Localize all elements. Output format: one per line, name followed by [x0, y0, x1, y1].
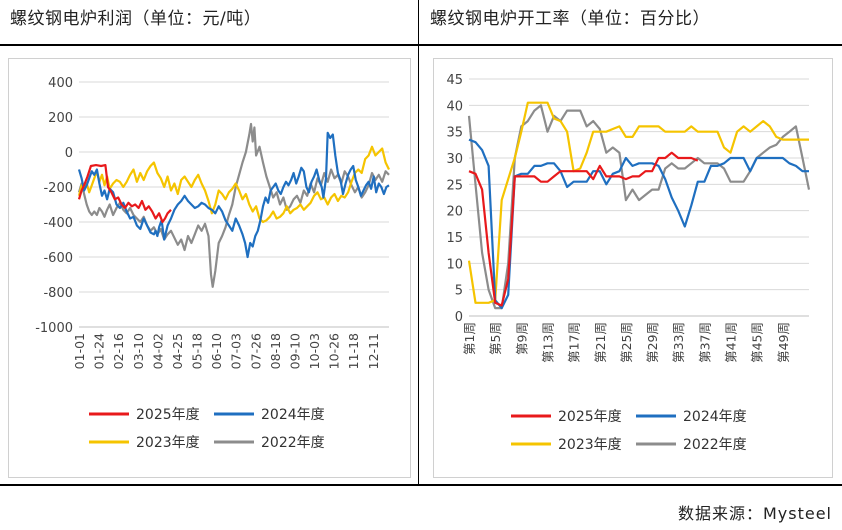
- x-tick-label: 第1周: [462, 322, 477, 355]
- series-line-2024年度: [77, 131, 390, 259]
- y-tick-label: 30: [446, 152, 463, 167]
- right-chart-title: 螺纹钢电炉开工率（单位：百分比）: [430, 9, 710, 29]
- y-tick-label: -200: [43, 181, 73, 196]
- x-tick-label: 12-11: [366, 333, 381, 369]
- x-tick-label: 06-10: [209, 333, 224, 369]
- y-tick-label: -800: [43, 286, 73, 301]
- x-tick-label: 第25周: [619, 322, 634, 363]
- profit-chart-frame: 400 200 0 -200 -400 -600 -800 -1000 01-01 01-24 02…: [8, 58, 411, 478]
- x-tick-label: 01-24: [92, 333, 107, 369]
- y-tick-label: 40: [446, 99, 463, 114]
- series-line-2024年度: [468, 138, 809, 310]
- x-tick-label: 08-18: [268, 333, 283, 369]
- utilization-chart-frame: 45 40 35 30 25 20 15 10 5 0 第1周 第5周 第9周 第13周 第17周 第21周第…: [433, 58, 833, 478]
- y-tick-label: 400: [48, 76, 73, 91]
- x-tick-label: 第13周: [540, 322, 555, 363]
- x-tick-label: 第5周: [488, 322, 503, 355]
- column-divider: [418, 0, 419, 485]
- series-line-2023年度: [467, 101, 809, 304]
- x-tick-label: 07-03: [229, 333, 244, 369]
- x-tick-label: 07-26: [248, 333, 263, 369]
- y-tick-label: 45: [446, 73, 463, 88]
- legend-label: 2023年度: [558, 437, 622, 453]
- series-line-2025年度: [77, 164, 172, 224]
- legend-label: 2024年度: [683, 409, 747, 425]
- x-tick-label: 05-18: [190, 333, 205, 369]
- utilization-chart: 454035302520151050第1周 第5周 第9周 第13周 第17周 第21周第…: [446, 73, 811, 453]
- x-tick-label: 第41周: [724, 322, 739, 363]
- y-tick-label: -600: [43, 251, 73, 266]
- y-tick-label: 200: [48, 111, 73, 126]
- y-tick-label: 20: [446, 205, 463, 220]
- legend-label: 2025年度: [558, 409, 622, 425]
- legend-label: 2022年度: [683, 437, 747, 453]
- x-tick-label: 第17周: [567, 322, 582, 363]
- x-tick-label: 第9周: [514, 322, 529, 355]
- y-tick-label: 15: [446, 231, 463, 246]
- legend-label: 2024年度: [261, 407, 325, 423]
- x-tick-label: 02-16: [111, 333, 126, 369]
- series-line-2025年度: [468, 151, 699, 307]
- y-tick-label: 35: [446, 126, 463, 141]
- y-tick-label: 0: [455, 310, 463, 325]
- y-tick-label: 10: [446, 257, 463, 272]
- footer-divider: [0, 484, 842, 486]
- legend-label: 2023年度: [136, 435, 200, 451]
- x-tick-label: 10-03: [307, 333, 322, 369]
- x-tick-label: 第49周: [776, 322, 791, 363]
- y-tick-label: -400: [43, 216, 73, 231]
- x-tick-label: 第37周: [697, 322, 712, 363]
- x-tick-label: 第29周: [645, 322, 660, 363]
- header-divider: [0, 44, 842, 46]
- x-tick-label: 第21周: [593, 322, 608, 363]
- x-tick-label: 11-18: [346, 333, 361, 369]
- data-source: 数据来源：Mysteel: [677, 504, 832, 523]
- series-line-2022年度: [77, 122, 390, 288]
- y-tick-label: -1000: [35, 321, 73, 336]
- y-tick-label: 0: [65, 146, 73, 161]
- left-chart-title: 螺纹钢电炉利润（单位：元/吨）: [10, 9, 262, 29]
- x-tick-label: 01-01: [72, 333, 87, 369]
- x-tick-label: 09-10: [287, 333, 302, 369]
- y-tick-label: 25: [446, 178, 463, 193]
- x-tick-label: 03-10: [131, 333, 146, 369]
- x-tick-label: 10-26: [327, 333, 342, 369]
- series-line-2023年度: [77, 145, 390, 224]
- x-tick-label: 第45周: [750, 322, 765, 363]
- legend-label: 2025年度: [136, 407, 200, 423]
- y-tick-label: 5: [455, 284, 463, 299]
- x-tick-label: 04-02: [150, 333, 165, 369]
- legend-label: 2022年度: [261, 435, 325, 451]
- x-tick-label: 第33周: [671, 322, 686, 363]
- x-tick-label: 04-25: [170, 333, 185, 369]
